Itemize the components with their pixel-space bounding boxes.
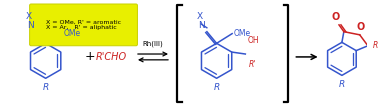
Text: O: O <box>356 22 365 32</box>
Text: R: R <box>43 83 49 92</box>
Text: OH: OH <box>247 36 259 45</box>
Text: X: X <box>197 12 203 21</box>
Text: N: N <box>198 21 205 30</box>
Text: R: R <box>214 83 220 92</box>
Text: X: X <box>26 12 32 21</box>
Text: O: O <box>332 12 340 22</box>
Text: OMe: OMe <box>63 29 80 38</box>
Text: X = OMe, R' = aromatic
X = Ar,   R' = aliphatic: X = OMe, R' = aromatic X = Ar, R' = alip… <box>46 20 121 30</box>
Text: R'CHO: R'CHO <box>96 52 127 62</box>
Text: R': R' <box>249 60 257 69</box>
Text: N: N <box>27 21 34 30</box>
FancyBboxPatch shape <box>29 4 138 46</box>
Text: R': R' <box>373 41 378 50</box>
Text: +: + <box>85 50 96 63</box>
Text: R: R <box>339 80 345 89</box>
Text: Rh(III): Rh(III) <box>143 41 163 47</box>
Text: OMe: OMe <box>234 29 251 38</box>
